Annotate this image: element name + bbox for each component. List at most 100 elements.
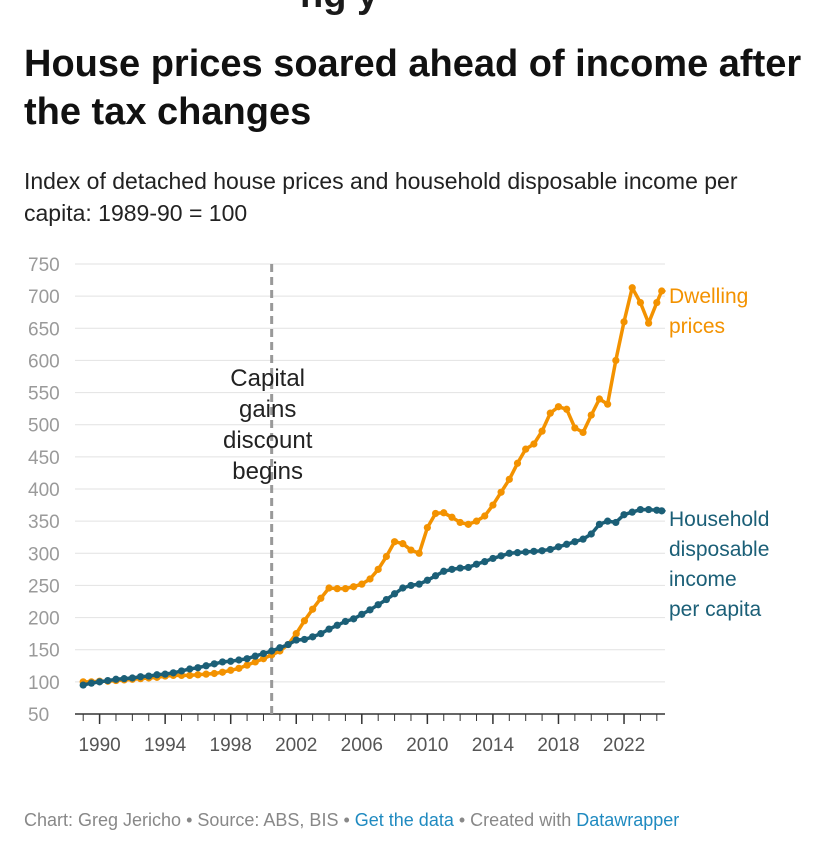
data-point [177,667,186,675]
data-point [571,538,579,546]
data-point [276,644,284,652]
chart-title: House prices soared ahead of income afte… [24,43,802,133]
data-point [658,507,666,515]
footer-source: Source: ABS, BIS [197,810,339,830]
data-point [448,565,456,573]
data-point [440,567,448,575]
data-point [538,427,546,435]
data-point [186,665,194,673]
data-point [456,564,464,572]
data-point [522,548,530,556]
chart-subtitle: Index of detached house prices and house… [24,168,738,226]
data-point [604,517,612,525]
annotation-text-line: begins [232,458,303,485]
data-point [153,671,161,679]
data-point [259,649,268,658]
data-point [497,552,505,560]
data-point [145,672,153,680]
y-tick-label: 550 [28,384,60,405]
data-point [284,640,292,649]
data-point [202,670,210,678]
data-point [538,547,546,555]
data-point [407,546,415,554]
data-point [645,505,653,514]
data-point [522,445,530,453]
footer-author: Chart: Greg Jericho [24,810,182,830]
data-point [95,678,104,686]
data-point [472,560,481,568]
data-point [169,669,177,677]
data-point [571,424,579,432]
y-tick-label: 250 [28,576,60,597]
data-point [628,508,636,516]
y-tick-label: 200 [28,609,60,630]
y-tick-label: 700 [28,287,60,308]
data-point [489,501,497,509]
data-point [612,518,620,527]
data-point [415,549,423,557]
data-point [325,625,333,633]
data-point [513,549,522,557]
y-tick-label: 50 [28,705,49,726]
data-point [161,670,169,678]
x-tick-label: 2014 [472,735,515,756]
annotation-text-line: Capital [230,365,305,392]
x-tick-label: 1990 [78,735,120,756]
data-point [128,674,136,682]
data-point [333,585,341,593]
data-point [227,666,235,674]
data-point [194,671,202,679]
series-line [82,507,662,687]
series-label-line: prices [669,315,725,338]
data-point [259,655,268,663]
data-point [202,662,210,670]
footer-separator: • [338,810,355,830]
data-point [546,409,554,417]
data-point [87,679,95,687]
data-point [554,403,563,411]
data-point [415,580,423,588]
data-point [112,675,120,683]
data-point [431,509,440,518]
data-point [317,630,325,638]
data-point [579,535,587,543]
data-point [653,298,661,307]
data-point [317,594,325,602]
data-point [325,584,333,592]
data-point [481,512,489,520]
data-point [120,675,128,683]
y-tick-label: 600 [28,351,60,372]
series-label-line: Household [669,508,769,531]
data-point [358,580,366,588]
data-point [390,538,399,546]
data-point [358,610,366,618]
x-tick-label: 1994 [144,735,187,756]
data-point [227,657,235,665]
data-point [251,658,259,666]
data-point [382,552,390,561]
get-the-data-link[interactable]: Get the data [354,810,454,830]
series-label-line: per capita [669,598,762,621]
data-point [210,660,218,668]
data-point [309,605,317,613]
data-point [243,661,251,669]
y-tick-label: 350 [28,512,60,533]
data-point [456,518,464,527]
data-point [497,488,505,496]
data-point [374,601,382,609]
y-tick-label: 650 [28,319,60,340]
y-tick-label: 750 [28,255,60,276]
data-point [423,576,431,584]
data-point [350,583,358,591]
data-point [505,475,513,483]
datawrapper-link[interactable]: Datawrapper [576,810,680,830]
data-point [530,440,538,448]
data-point [431,572,440,580]
data-point [636,298,645,307]
cut-off-heading: ng y [300,0,378,17]
data-point [390,590,399,598]
series-label-line: Dwelling [669,285,748,308]
data-point [79,681,87,689]
data-point [399,584,407,592]
data-point [268,647,276,655]
